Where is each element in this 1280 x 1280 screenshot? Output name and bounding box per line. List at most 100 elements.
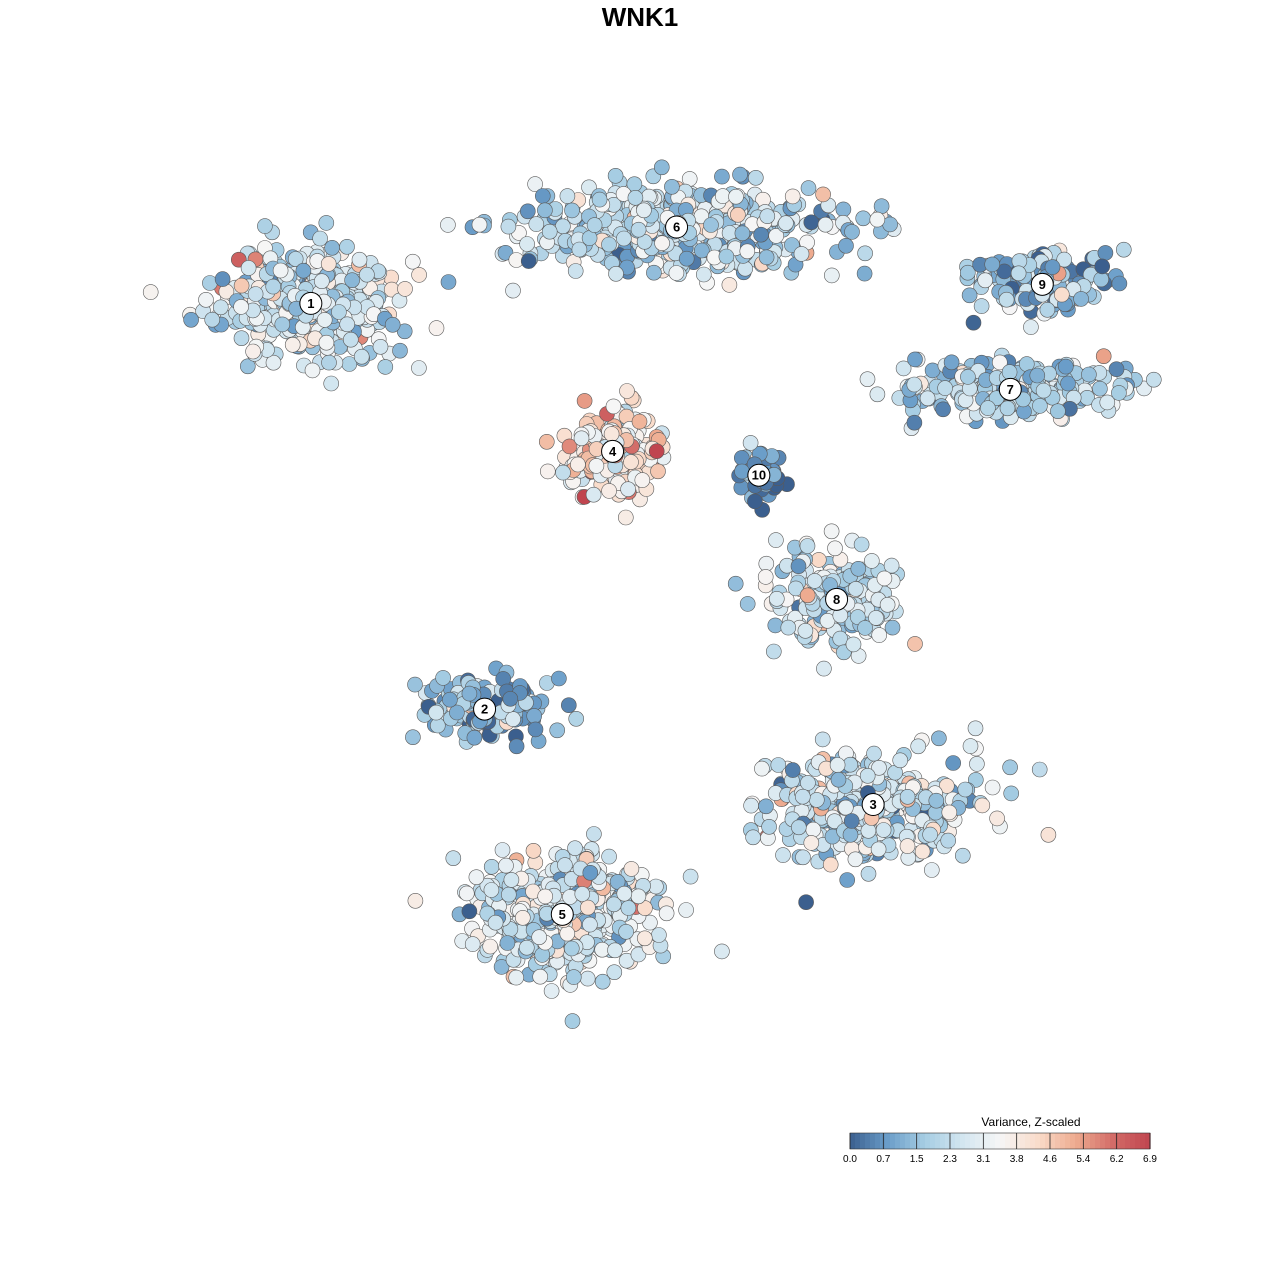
scatter-point <box>499 935 516 951</box>
scatter-point <box>842 826 859 843</box>
cluster-label: 6 <box>665 215 689 239</box>
scatter-point <box>561 438 578 455</box>
scatter-point <box>860 865 877 882</box>
legend-color-segment <box>945 1133 951 1149</box>
scatter-point <box>541 223 558 240</box>
scatter-point <box>581 179 597 196</box>
scatter-point <box>619 383 635 399</box>
scatter-point <box>805 821 822 838</box>
scatter-point <box>531 929 548 946</box>
scatter-point <box>568 710 585 727</box>
scatter-point <box>1108 361 1125 378</box>
scatter-point <box>799 538 816 554</box>
scatter-point <box>601 483 617 499</box>
chart-title: WNK1 <box>602 2 679 32</box>
scatter-point <box>860 822 877 839</box>
scatter-point <box>1032 398 1048 414</box>
scatter-point <box>405 729 421 746</box>
scatter-point <box>753 226 769 243</box>
scatter-point <box>497 245 514 261</box>
legend-color-segment <box>1020 1133 1026 1149</box>
scatter-point <box>1093 271 1109 288</box>
scatter-point <box>318 334 335 351</box>
scatter-point <box>1060 375 1076 392</box>
scatter-point <box>514 909 531 926</box>
scatter-point <box>1010 265 1027 282</box>
scatter-point <box>869 386 886 403</box>
scatter-point <box>617 509 634 526</box>
scatter-point <box>799 587 816 604</box>
scatter-point <box>461 903 478 920</box>
legend-tick-label: 3.1 <box>976 1154 990 1165</box>
scatter-point <box>835 201 852 218</box>
scatter-point <box>397 281 413 297</box>
scatter-point <box>508 738 525 755</box>
scatter-point <box>817 216 834 233</box>
scatter-point <box>798 894 814 911</box>
scatter-point <box>727 575 744 592</box>
scatter-point <box>240 260 257 276</box>
scatter-point <box>883 557 900 574</box>
cluster-label-bubble <box>861 793 885 817</box>
scatter-point <box>940 832 957 849</box>
scatter-point <box>906 414 923 431</box>
legend-color-segment <box>1110 1133 1116 1149</box>
scatter-point <box>806 573 823 589</box>
scatter-point <box>316 312 333 328</box>
scatter-point <box>502 690 519 707</box>
scatter-point <box>895 360 912 377</box>
scatter-point <box>482 938 499 955</box>
scatter-point <box>855 210 872 227</box>
legend-color-segment <box>1015 1133 1021 1149</box>
scatter-point <box>634 472 651 488</box>
scatter-point <box>837 799 854 816</box>
legend-tick-label: 4.6 <box>1043 1154 1057 1165</box>
scatter-point <box>526 708 543 724</box>
legend-color-segment <box>940 1133 946 1149</box>
scatter-point <box>847 581 864 597</box>
scatter-point <box>923 862 940 878</box>
scatter-point <box>980 400 996 416</box>
scatter-point <box>636 930 653 947</box>
scatter-point <box>353 348 370 365</box>
scatter-point <box>758 798 774 815</box>
scatter-point <box>342 331 359 348</box>
scatter-point <box>650 463 666 480</box>
scatter-point <box>768 590 785 607</box>
scatter-point <box>826 813 843 830</box>
cluster-label-bubble <box>473 697 497 721</box>
scatter-point <box>959 264 976 281</box>
scatter-point <box>537 202 553 219</box>
scatter-point <box>549 722 566 739</box>
scatter-point <box>1099 394 1116 411</box>
legend-color-segment <box>950 1133 956 1149</box>
scatter-point <box>653 159 670 176</box>
scatter-point <box>808 792 825 808</box>
scatter-point <box>1058 358 1074 375</box>
scatter-point <box>787 580 804 597</box>
scatter-point <box>761 818 777 835</box>
scatter-point <box>630 946 647 963</box>
scatter-point <box>284 336 301 353</box>
scatter-point <box>742 435 759 451</box>
legend-color-segment <box>1025 1133 1031 1149</box>
scatter-point <box>965 314 982 331</box>
legend-color-segment <box>930 1133 936 1149</box>
scatter-point <box>1044 259 1061 275</box>
scatter-point <box>770 757 787 773</box>
scatter-point <box>295 262 312 279</box>
scatter-point <box>265 278 282 295</box>
scatter-point <box>871 627 888 643</box>
scatter-point <box>907 636 923 652</box>
legend-color-segment <box>1120 1133 1126 1149</box>
scatter-point <box>620 900 637 916</box>
scatter-point <box>527 176 543 192</box>
scatter-point <box>272 262 289 279</box>
scatter-point <box>646 264 662 281</box>
scatter-point <box>721 277 738 293</box>
scatter-point <box>960 369 976 385</box>
legend-color-segment <box>925 1133 931 1149</box>
legend-color-segment <box>1140 1133 1146 1149</box>
cluster-label: 3 <box>861 793 885 817</box>
scatter-point <box>487 914 504 931</box>
